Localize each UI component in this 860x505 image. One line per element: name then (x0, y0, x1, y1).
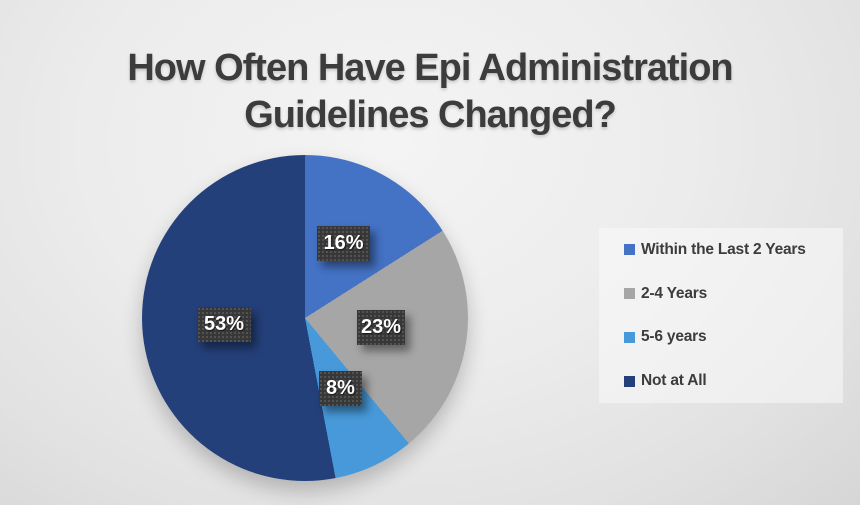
legend-color-swatch-icon (624, 288, 635, 300)
chart-title-line-2: Guidelines Changed? (244, 94, 617, 137)
legend: Within the Last 2 Years 2-4 Years 5-6 ye… (599, 228, 843, 403)
data-label-5-6-years: 8% (319, 371, 362, 406)
chart-title-line-1: How Often Have Epi Administration (127, 47, 733, 90)
legend-item-label: Within the Last 2 Years (641, 240, 806, 258)
legend-item-label: Not at All (641, 372, 707, 390)
legend-color-swatch-icon (624, 244, 635, 256)
legend-color-swatch-icon (624, 331, 635, 343)
legend-color-swatch-icon (624, 375, 635, 387)
legend-item-label: 2-4 Years (641, 284, 708, 302)
legend-item-not-at-all: Not at All (599, 359, 843, 403)
data-label-not-at-all: 53% (197, 307, 251, 342)
legend-item-5-6-years: 5-6 years (599, 316, 843, 360)
data-label-within-last-2-years: 16% (317, 226, 370, 261)
pie (142, 155, 468, 481)
chart-title: How Often Have Epi Administration Guideli… (0, 45, 860, 139)
data-label-2-4-years: 23% (357, 310, 405, 345)
legend-item-2-4-years: 2-4 Years (599, 272, 843, 316)
legend-item-label: 5-6 years (641, 328, 707, 346)
legend-item-within-last-2-years: Within the Last 2 Years (599, 228, 843, 272)
